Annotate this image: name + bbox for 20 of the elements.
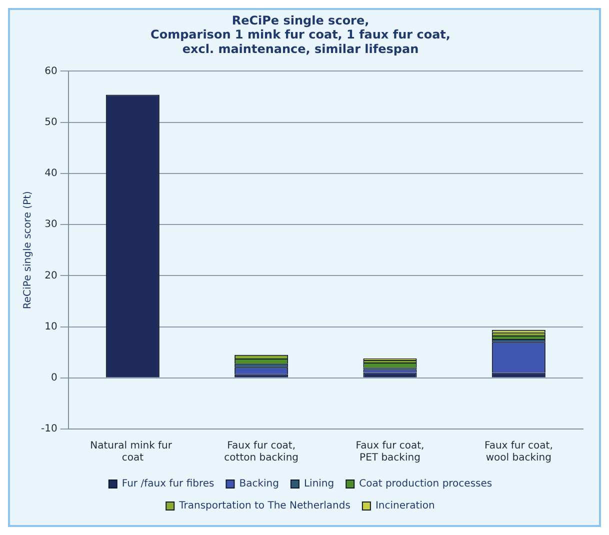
y-tick-label: 40 bbox=[44, 168, 58, 180]
y-tick-label: 30 bbox=[44, 219, 58, 230]
legend-label: Lining bbox=[304, 478, 334, 490]
legend-label: Fur /faux fur fibres bbox=[122, 478, 214, 490]
y-tick-label: 50 bbox=[44, 116, 58, 128]
y-tick-label: 10 bbox=[44, 321, 58, 332]
legend-label: Backing bbox=[239, 478, 279, 490]
x-tick-label: Faux fur coat, PET backing bbox=[356, 440, 424, 464]
y-tick-label: -10 bbox=[40, 424, 58, 435]
y-tick-label: 60 bbox=[44, 66, 58, 77]
x-tick-label: Faux fur coat, wool backing bbox=[484, 440, 553, 464]
y-axis-title: ReCiPe single score (Pt) bbox=[22, 191, 34, 310]
legend-label: Coat production processes bbox=[359, 478, 492, 490]
x-tick-label: Natural mink fur coat bbox=[90, 440, 176, 464]
chart-title: ReCiPe single score, Comparison 1 mink fur coat, 1 faux fur coat, excl. maintenance, similar lifespan bbox=[150, 13, 450, 56]
legend-label: Incineration bbox=[375, 500, 435, 512]
y-tick-label: 20 bbox=[44, 270, 58, 282]
x-tick-label: Faux fur coat, cotton backing bbox=[224, 440, 298, 464]
legend-label: Transportation to The Netherlands bbox=[178, 500, 350, 512]
y-tick-label: 0 bbox=[50, 372, 58, 384]
